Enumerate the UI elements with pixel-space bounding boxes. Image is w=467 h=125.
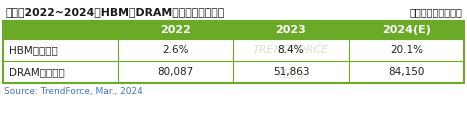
- Text: Source: TrendForce, Mar., 2024: Source: TrendForce, Mar., 2024: [4, 87, 143, 96]
- Text: 2024(E): 2024(E): [382, 25, 431, 35]
- Text: 51,863: 51,863: [273, 67, 309, 77]
- Text: 84,150: 84,150: [388, 67, 425, 77]
- Text: （单位：百万美元）: （单位：百万美元）: [409, 7, 462, 17]
- Text: 2023: 2023: [276, 25, 306, 35]
- Bar: [3, 21, 464, 83]
- Text: 80,087: 80,087: [157, 67, 194, 77]
- Text: 8.4%: 8.4%: [278, 45, 304, 55]
- Bar: [3, 21, 464, 39]
- Text: 20.1%: 20.1%: [390, 45, 423, 55]
- Text: 表一、2022~2024年HBM占DRAM产业产值比重预估: 表一、2022~2024年HBM占DRAM产业产值比重预估: [5, 7, 224, 17]
- Text: TRENDFORCE: TRENDFORCE: [253, 45, 329, 55]
- Text: DRAM产业营收: DRAM产业营收: [9, 67, 65, 77]
- Text: 2.6%: 2.6%: [163, 45, 189, 55]
- Text: HBM营收占比: HBM营收占比: [9, 45, 58, 55]
- Bar: [3, 61, 464, 83]
- Text: 2022: 2022: [160, 25, 191, 35]
- Bar: [3, 39, 464, 61]
- Text: 集邦咨询: 集邦咨询: [278, 67, 304, 77]
